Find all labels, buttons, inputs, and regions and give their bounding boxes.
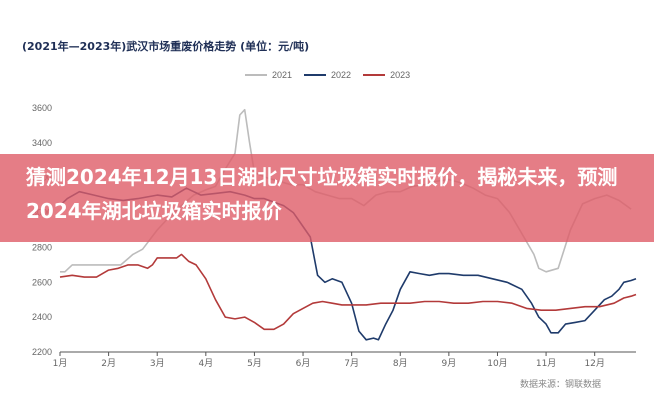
x-tick-label: 2月 (101, 358, 116, 369)
x-axis-labels: 1月 2月 3月 4月 5月 6月 7月 8月 9月 10月 11月 12月 (53, 358, 605, 369)
x-tick-label: 5月 (247, 358, 262, 369)
x-tick-label: 12月 (584, 358, 604, 369)
x-tick-label: 6月 (296, 358, 311, 369)
legend-swatch-2021 (245, 74, 267, 76)
legend-item-2022: 2022 (304, 70, 351, 80)
legend-swatch-2022 (304, 74, 327, 76)
legend-item-2023: 2023 (363, 70, 410, 80)
y-tick-label: 2800 (32, 242, 52, 252)
series-line-2023 (59, 253, 637, 331)
x-tick-label: 3月 (150, 358, 165, 369)
x-tick-label: 7月 (344, 358, 359, 369)
y-tick-label: 2400 (32, 312, 52, 322)
legend-item-2021: 2021 (245, 70, 292, 80)
legend-label-2023: 2023 (390, 70, 411, 80)
y-tick-label: 3600 (32, 103, 52, 113)
x-tick-label: 8月 (393, 358, 408, 369)
chart-legend: 2021 2022 2023 (245, 70, 410, 80)
chart-title: (2021年—2023年)武汉市场重废价格走势 (单位：元/吨) (22, 40, 310, 53)
x-tick-label: 4月 (198, 358, 213, 369)
legend-swatch-2023 (363, 74, 386, 76)
x-tick-label: 9月 (441, 358, 456, 369)
y-tick-label: 2600 (32, 277, 52, 287)
headline-banner (0, 154, 654, 242)
x-tick-label: 1月 (53, 358, 68, 369)
legend-label-2021: 2021 (272, 70, 293, 80)
source-watermark: 数据来源：钢联数据 (520, 380, 602, 390)
legend-label-2022: 2022 (331, 70, 352, 80)
headline-text: 猜测2024年12月13日湖北尺寸垃圾箱实时报价，揭秘未来，预测2024年湖北垃… (26, 165, 618, 223)
x-tick-label: 10月 (487, 358, 507, 369)
y-tick-label: 3400 (32, 138, 52, 148)
y-tick-label: 2200 (32, 347, 52, 357)
x-tick-label: 11月 (536, 358, 556, 369)
x-axis-ticks (59, 352, 596, 356)
